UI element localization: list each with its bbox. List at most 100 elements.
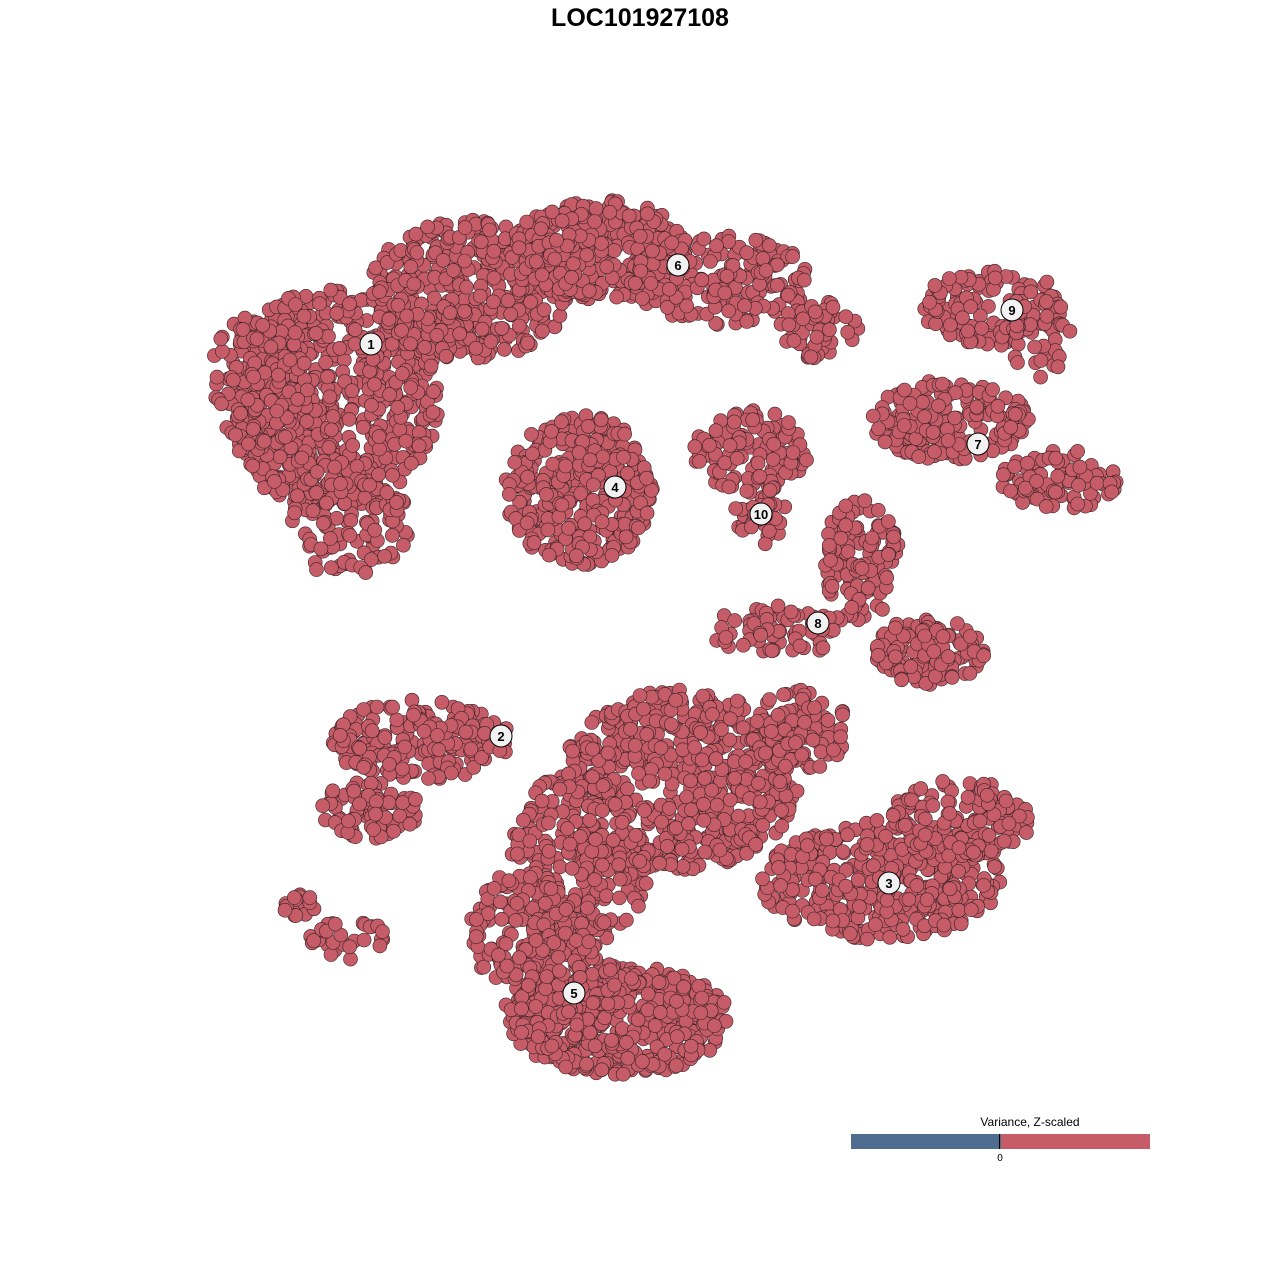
- data-point: [508, 913, 524, 928]
- data-point: [697, 771, 712, 786]
- data-point: [584, 715, 600, 730]
- data-point: [824, 578, 840, 594]
- data-point: [290, 391, 306, 407]
- data-point: [902, 396, 918, 411]
- data-point: [611, 857, 627, 873]
- data-point: [585, 769, 600, 785]
- data-point: [683, 773, 698, 789]
- data-point: [469, 912, 484, 927]
- data-point: [940, 649, 956, 665]
- data-point: [372, 938, 388, 954]
- points-layer: [207, 193, 1124, 1082]
- data-point: [215, 344, 230, 359]
- data-point: [1033, 353, 1049, 368]
- data-point: [767, 406, 783, 422]
- data-point: [558, 902, 574, 917]
- data-point: [881, 514, 896, 529]
- data-point: [785, 445, 801, 460]
- data-point: [520, 469, 535, 485]
- data-point: [349, 459, 365, 474]
- data-point: [840, 544, 856, 560]
- data-point: [352, 796, 367, 812]
- data-point: [521, 978, 536, 993]
- data-point: [582, 1025, 598, 1040]
- data-point: [960, 323, 976, 339]
- data-point: [342, 296, 357, 312]
- data-point: [426, 384, 441, 399]
- data-point: [287, 325, 303, 340]
- data-point: [209, 369, 225, 385]
- data-point: [679, 789, 694, 805]
- data-point: [536, 302, 552, 318]
- data-point: [486, 270, 502, 286]
- data-point: [371, 429, 387, 444]
- data-point: [668, 820, 684, 836]
- data-point: [569, 1017, 585, 1033]
- data-point: [306, 933, 322, 948]
- data-point: [580, 900, 595, 916]
- data-point: [614, 814, 630, 830]
- data-point: [669, 1029, 685, 1044]
- data-point: [409, 245, 425, 260]
- data-point: [604, 548, 620, 563]
- data-point: [382, 757, 397, 772]
- data-point: [323, 947, 339, 962]
- data-point: [524, 427, 539, 442]
- data-point: [544, 1038, 560, 1054]
- data-point: [552, 781, 568, 797]
- data-point: [403, 259, 419, 275]
- data-point: [406, 276, 422, 292]
- data-point: [312, 296, 327, 312]
- data-point: [653, 740, 669, 756]
- data-point: [503, 306, 519, 322]
- data-point: [748, 232, 764, 248]
- data-point: [915, 394, 930, 410]
- data-point: [255, 317, 271, 333]
- data-point: [402, 816, 418, 832]
- data-point: [620, 781, 635, 797]
- data-point: [468, 340, 484, 356]
- data-point: [735, 637, 751, 653]
- data-point: [637, 803, 652, 818]
- data-point: [457, 303, 472, 319]
- data-point: [333, 476, 348, 491]
- data-point: [587, 214, 603, 229]
- data-point: [476, 959, 492, 975]
- data-point: [389, 712, 405, 728]
- data-point: [411, 438, 427, 454]
- data-point: [277, 429, 293, 445]
- data-point: [917, 409, 932, 425]
- data-point: [458, 724, 474, 740]
- data-point: [406, 707, 421, 723]
- data-point: [396, 537, 411, 553]
- data-point: [737, 298, 752, 314]
- data-point: [593, 412, 609, 428]
- data-point: [1039, 274, 1055, 290]
- data-point: [786, 333, 802, 348]
- data-point: [398, 433, 414, 449]
- data-point: [696, 813, 712, 828]
- data-point: [727, 613, 743, 628]
- data-point: [545, 456, 561, 472]
- data-point: [903, 659, 919, 675]
- data-point: [309, 464, 325, 480]
- data-point: [660, 299, 675, 315]
- data-point: [888, 649, 903, 665]
- data-point: [520, 335, 536, 351]
- data-point: [594, 236, 609, 251]
- data-point: [263, 339, 279, 355]
- data-point: [717, 285, 733, 301]
- data-point: [668, 1058, 684, 1073]
- data-point: [381, 311, 397, 327]
- data-point: [887, 620, 903, 636]
- data-point: [356, 932, 372, 948]
- data-point: [764, 643, 780, 659]
- data-point: [290, 488, 305, 504]
- data-point: [511, 318, 527, 334]
- data-point: [352, 740, 368, 756]
- data-point: [657, 1047, 673, 1062]
- data-point: [425, 404, 441, 420]
- data-point: [585, 966, 600, 982]
- data-point: [925, 424, 941, 440]
- data-point: [661, 801, 677, 816]
